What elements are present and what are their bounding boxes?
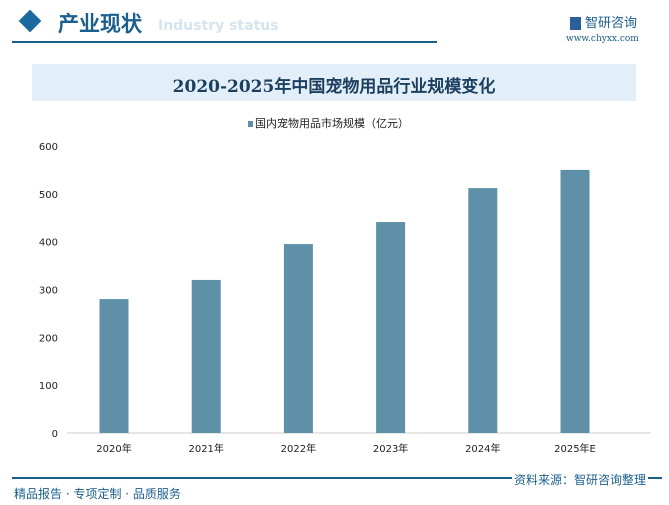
chart-title: 2020-2025年中国宠物用品行业规模变化	[172, 77, 496, 97]
legend: 国内宠物用品市场规模（亿元）	[248, 115, 409, 131]
y-tick-label: 500	[39, 190, 58, 201]
header-divider	[12, 41, 437, 43]
logo-text: 智研咨询	[585, 16, 638, 31]
legend-swatch	[248, 121, 253, 127]
y-tick-label: 600	[39, 142, 58, 153]
x-tick-label: 2020年	[96, 442, 131, 455]
footer-divider	[12, 477, 662, 479]
y-tick-label: 100	[39, 381, 58, 392]
bar	[283, 244, 313, 433]
x-tick-label: 2021年	[188, 442, 223, 455]
brand-logo: 智研咨询	[570, 12, 637, 31]
legend-label: 国内宠物用品市场规模（亿元）	[255, 117, 409, 130]
bar	[376, 222, 406, 433]
source-note: 资料来源：智研咨询整理	[512, 471, 649, 488]
bar	[191, 279, 221, 433]
logo-icon	[570, 17, 581, 30]
x-tick-label: 2023年	[373, 442, 408, 455]
footer-slogan: 精品报告 · 专项定制 · 品质服务	[14, 487, 181, 501]
y-tick-label: 0	[52, 429, 58, 440]
x-tick-label: 2024年	[465, 442, 500, 455]
bar	[560, 169, 590, 433]
brand-url: www.chyxx.com	[566, 34, 639, 44]
header-ghost-text: Industry status	[158, 18, 279, 34]
y-tick-label: 300	[39, 286, 58, 297]
y-tick-label: 400	[39, 238, 58, 249]
bar	[99, 299, 129, 433]
bar	[468, 188, 498, 433]
chart-title-band: 2020-2025年中国宠物用品行业规模变化	[32, 64, 636, 101]
x-tick-label: 2022年	[281, 442, 316, 455]
y-tick-label: 200	[39, 333, 58, 344]
section-title: 产业现状	[58, 12, 142, 36]
x-tick-label: 2025年E	[554, 442, 596, 455]
